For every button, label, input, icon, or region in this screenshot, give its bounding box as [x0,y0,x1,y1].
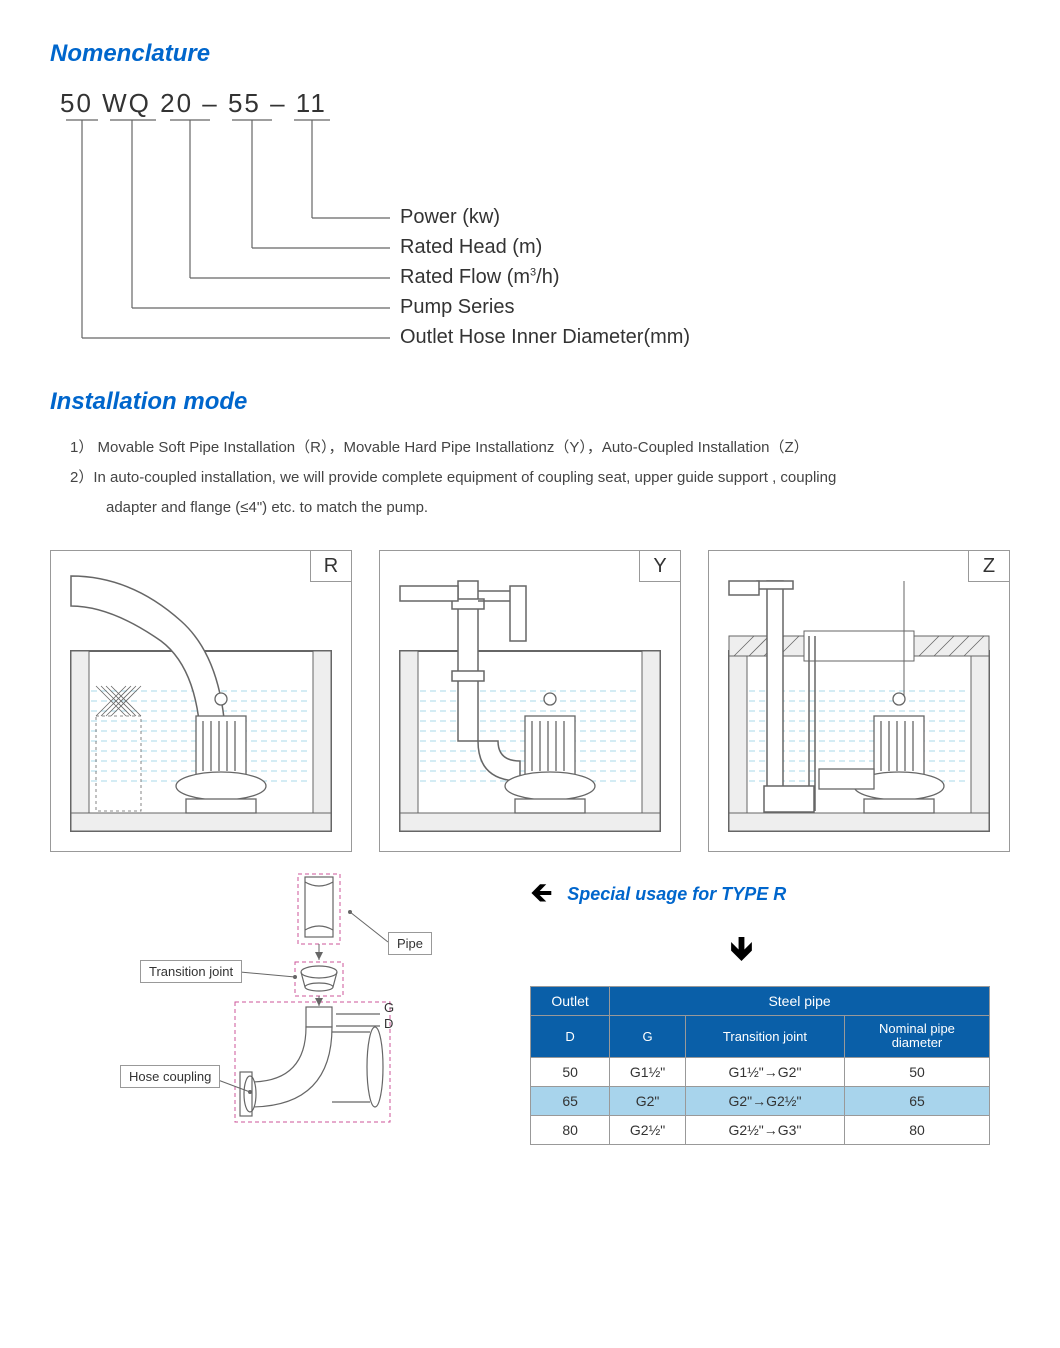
diagram-r-label: R [310,551,351,582]
table-row: 65 G2" G2"→G2½" 65 [531,1086,990,1115]
nom-label-outlet: Outlet Hose Inner Diameter(mm) [400,326,690,349]
th-steel: Steel pipe [610,987,990,1016]
table-row: 50 G1½" G1½"→G2" 50 [531,1057,990,1086]
label-hose-coupling: Hose coupling [120,1065,220,1088]
th-np: Nominal pipediameter [844,1016,989,1058]
bottom-row: Transition joint Pipe Hose coupling G D … [50,872,1010,1152]
table-row: 80 G2½" G2½"→G3" 80 [531,1115,990,1144]
nomenclature-title: Nomenclature [50,40,1010,68]
coupling-diagram: Transition joint Pipe Hose coupling G D [150,872,470,1152]
coupling-svg [150,872,470,1152]
label-g: G [384,1000,394,1015]
special-header-row: 🡸 Special usage for TYPE R [530,872,1010,920]
install-line1: 1） Movable Soft Pipe Installation（R），Mov… [70,436,1010,460]
label-transition-joint: Transition joint [140,960,242,983]
diagram-z-svg [709,551,1009,851]
nomenclature-diagram: 50 WQ 20 – 55 – 11 Power (kw) Rated Head… [60,88,1010,378]
nomenclature-code: 50 WQ 20 – 55 – 11 [60,88,327,119]
th-outlet: Outlet [531,987,610,1016]
diagram-z-label: Z [968,551,1009,582]
install-line2a: 2）In auto-coupled installation, we will … [70,466,1010,490]
cell: G2" [610,1086,686,1115]
label-d: D [384,1016,393,1031]
diagram-z: Z [708,550,1010,852]
cell: 80 [844,1115,989,1144]
installation-diagrams-row: R [50,550,1010,852]
cell: G2½"→G3" [685,1115,844,1144]
nom-label-series: Pump Series [400,296,515,319]
th-d: D [531,1016,610,1058]
cell: 80 [531,1115,610,1144]
label-pipe: Pipe [388,932,432,955]
install-line2b: adapter and flange (≤4") etc. to match t… [106,496,1010,520]
cell: 65 [531,1086,610,1115]
cell: G1½"→G2" [685,1057,844,1086]
cell: G2"→G2½" [685,1086,844,1115]
diagram-y-svg [380,551,680,851]
special-header: Special usage for TYPE R [567,884,786,904]
installation-title: Installation mode [50,388,1010,416]
diagram-r: R [50,550,352,852]
th-g: G [610,1016,686,1058]
diagram-y: Y [379,550,681,852]
cell: 50 [531,1057,610,1086]
arrow-down-icon: 🡻 [730,926,1010,980]
steel-pipe-table: Outlet Steel pipe D G Transition joint N… [530,986,990,1145]
nom-label-power: Power (kw) [400,206,500,229]
arrow-left-icon: 🡸 [530,872,553,920]
nom-label-flow: Rated Flow (m3/h) [400,266,560,289]
diagram-r-svg [51,551,351,851]
cell: G2½" [610,1115,686,1144]
special-usage-column: 🡸 Special usage for TYPE R 🡻 Outlet Stee… [530,872,1010,1152]
cell: G1½" [610,1057,686,1086]
diagram-y-label: Y [639,551,680,582]
nom-label-head: Rated Head (m) [400,236,542,259]
cell: 65 [844,1086,989,1115]
th-tj: Transition joint [685,1016,844,1058]
cell: 50 [844,1057,989,1086]
